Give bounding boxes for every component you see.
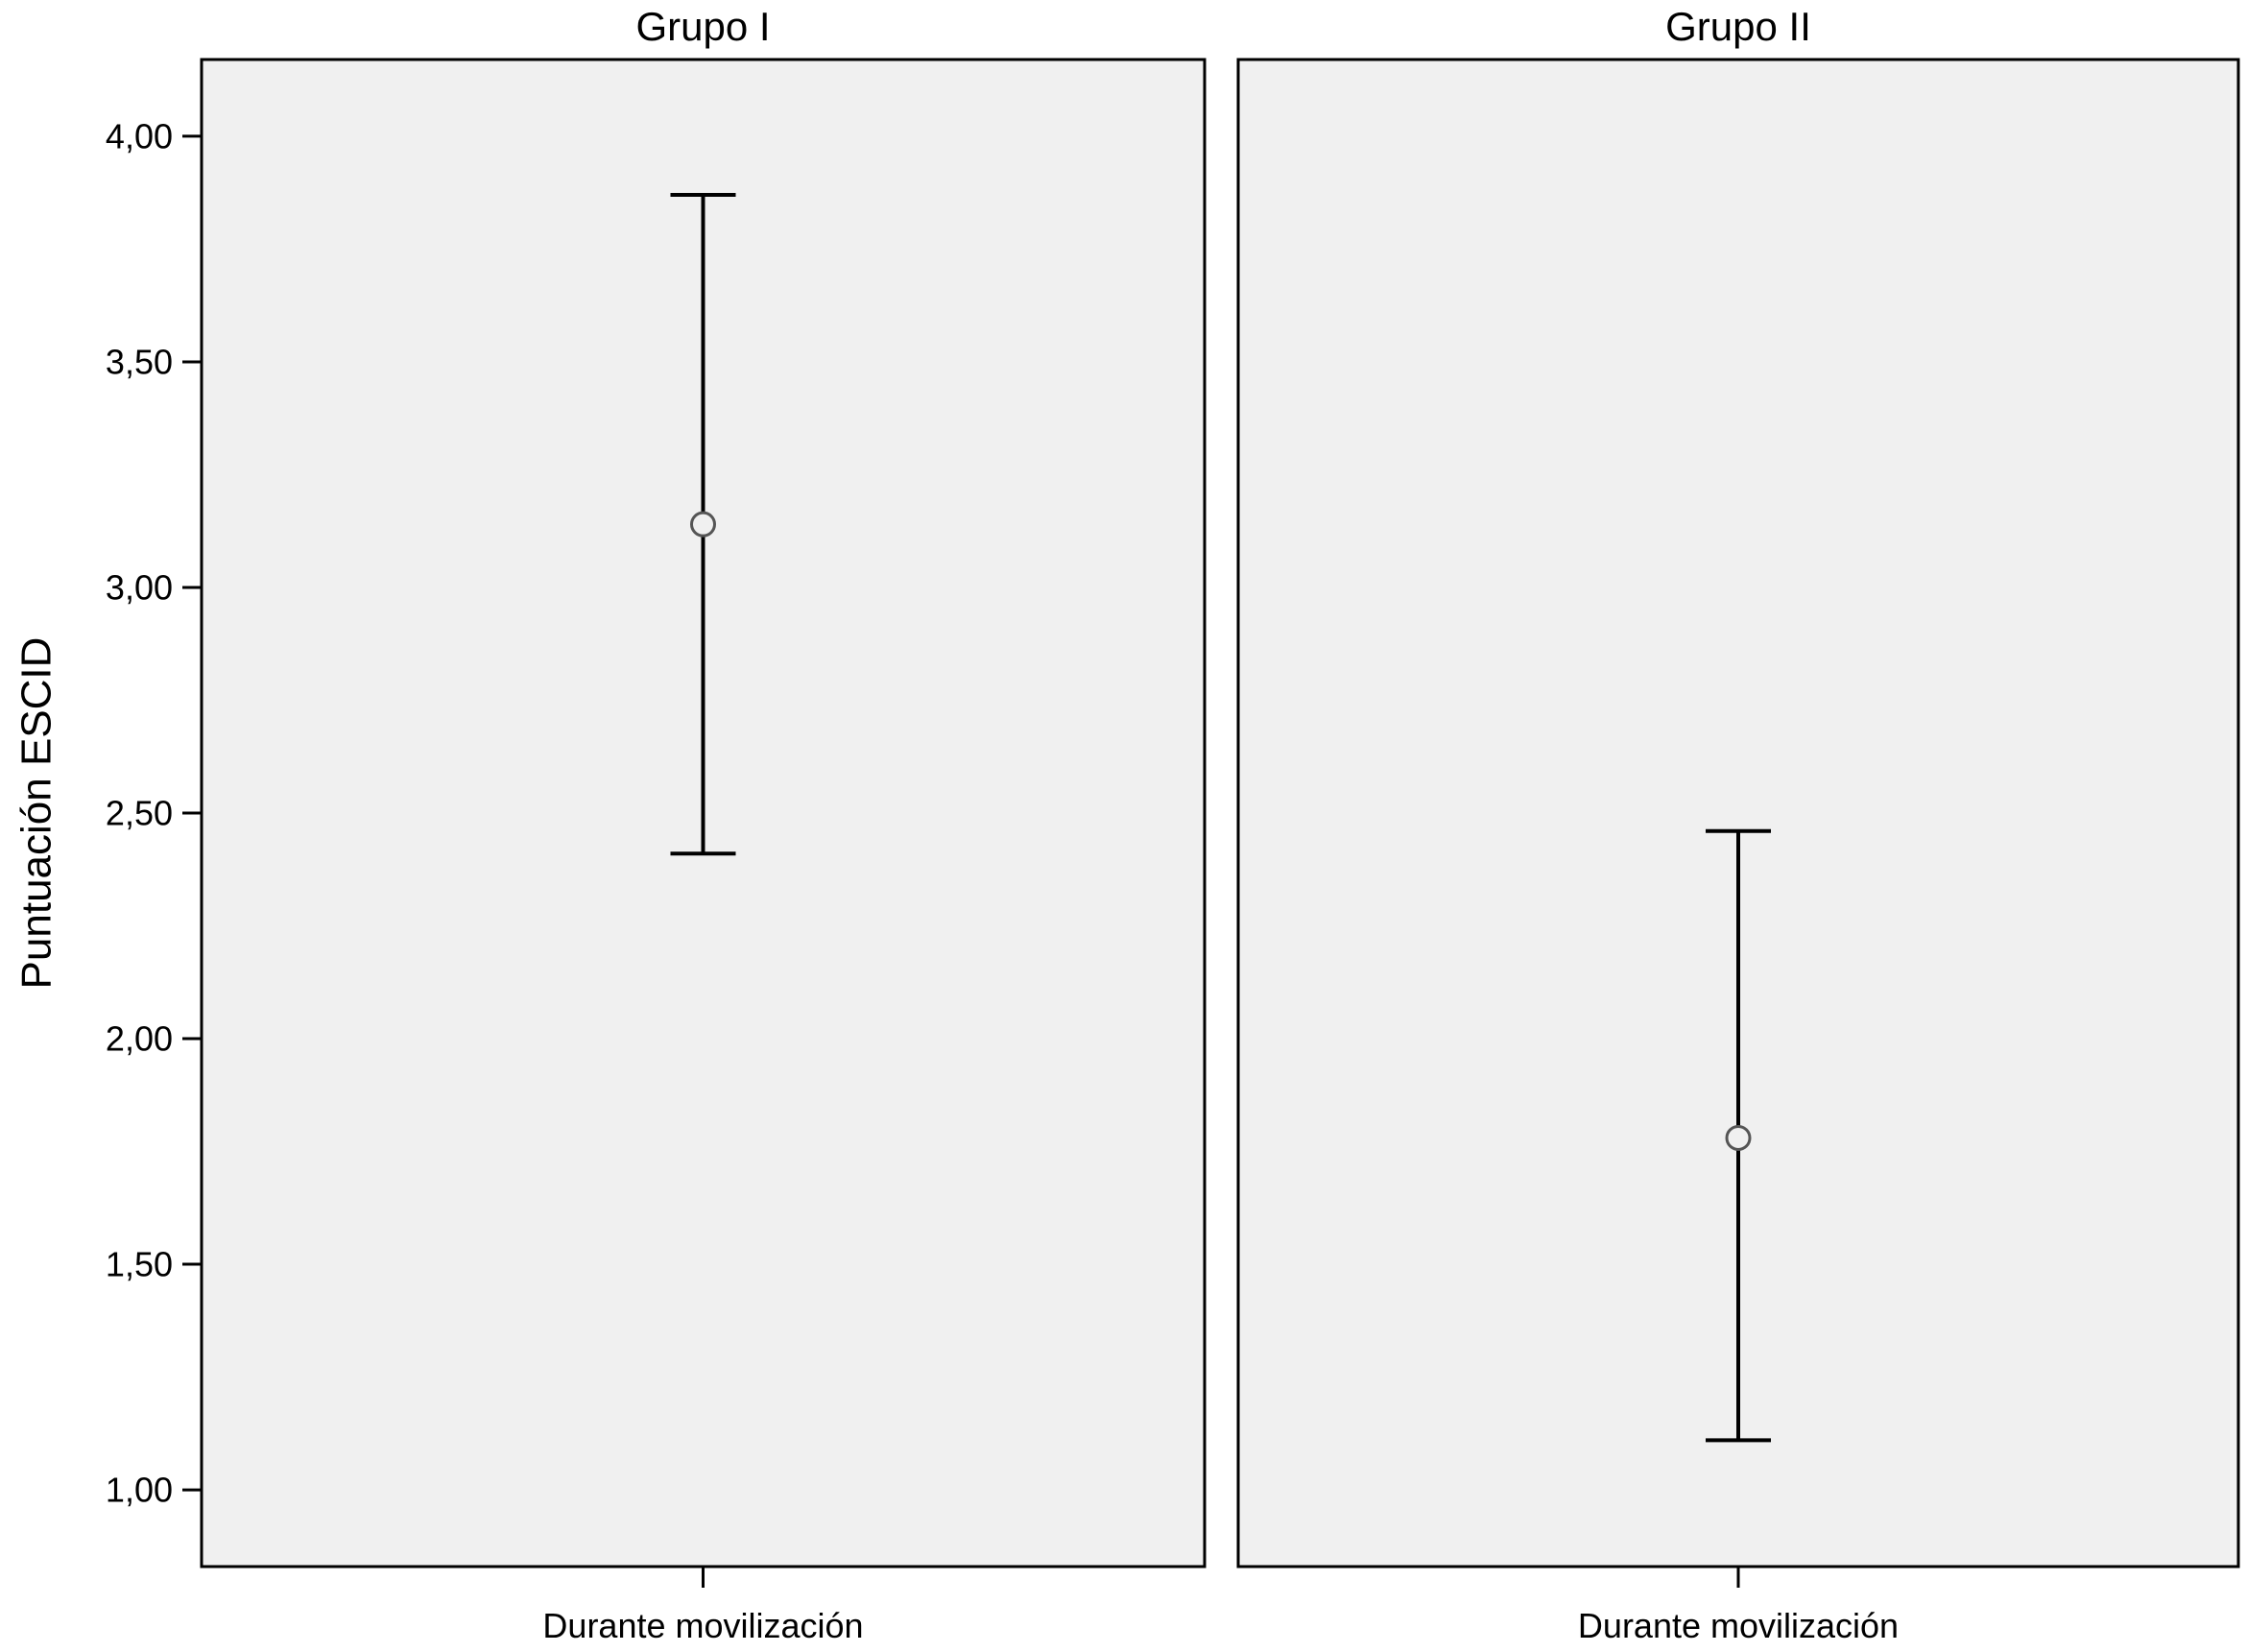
mean-marker xyxy=(690,511,716,538)
x-tick-label: Durante movilización xyxy=(1578,1606,1899,1645)
y-axis-title: Puntuación ESCID xyxy=(13,637,60,990)
y-tick-label: 1,00 xyxy=(106,1471,173,1510)
panel-title: Grupo II xyxy=(1665,4,1811,49)
panel-title: Grupo I xyxy=(635,4,770,49)
x-tick-label: Durante movilización xyxy=(542,1606,863,1645)
y-tick-label: 3,50 xyxy=(106,342,173,381)
y-tick-label: 3,00 xyxy=(106,567,173,607)
y-tick-label: 2,00 xyxy=(106,1019,173,1059)
y-tick-label: 4,00 xyxy=(106,116,173,156)
mean-marker xyxy=(1725,1124,1752,1151)
y-tick-label: 1,50 xyxy=(106,1245,173,1284)
y-tick-label: 2,50 xyxy=(106,794,173,833)
